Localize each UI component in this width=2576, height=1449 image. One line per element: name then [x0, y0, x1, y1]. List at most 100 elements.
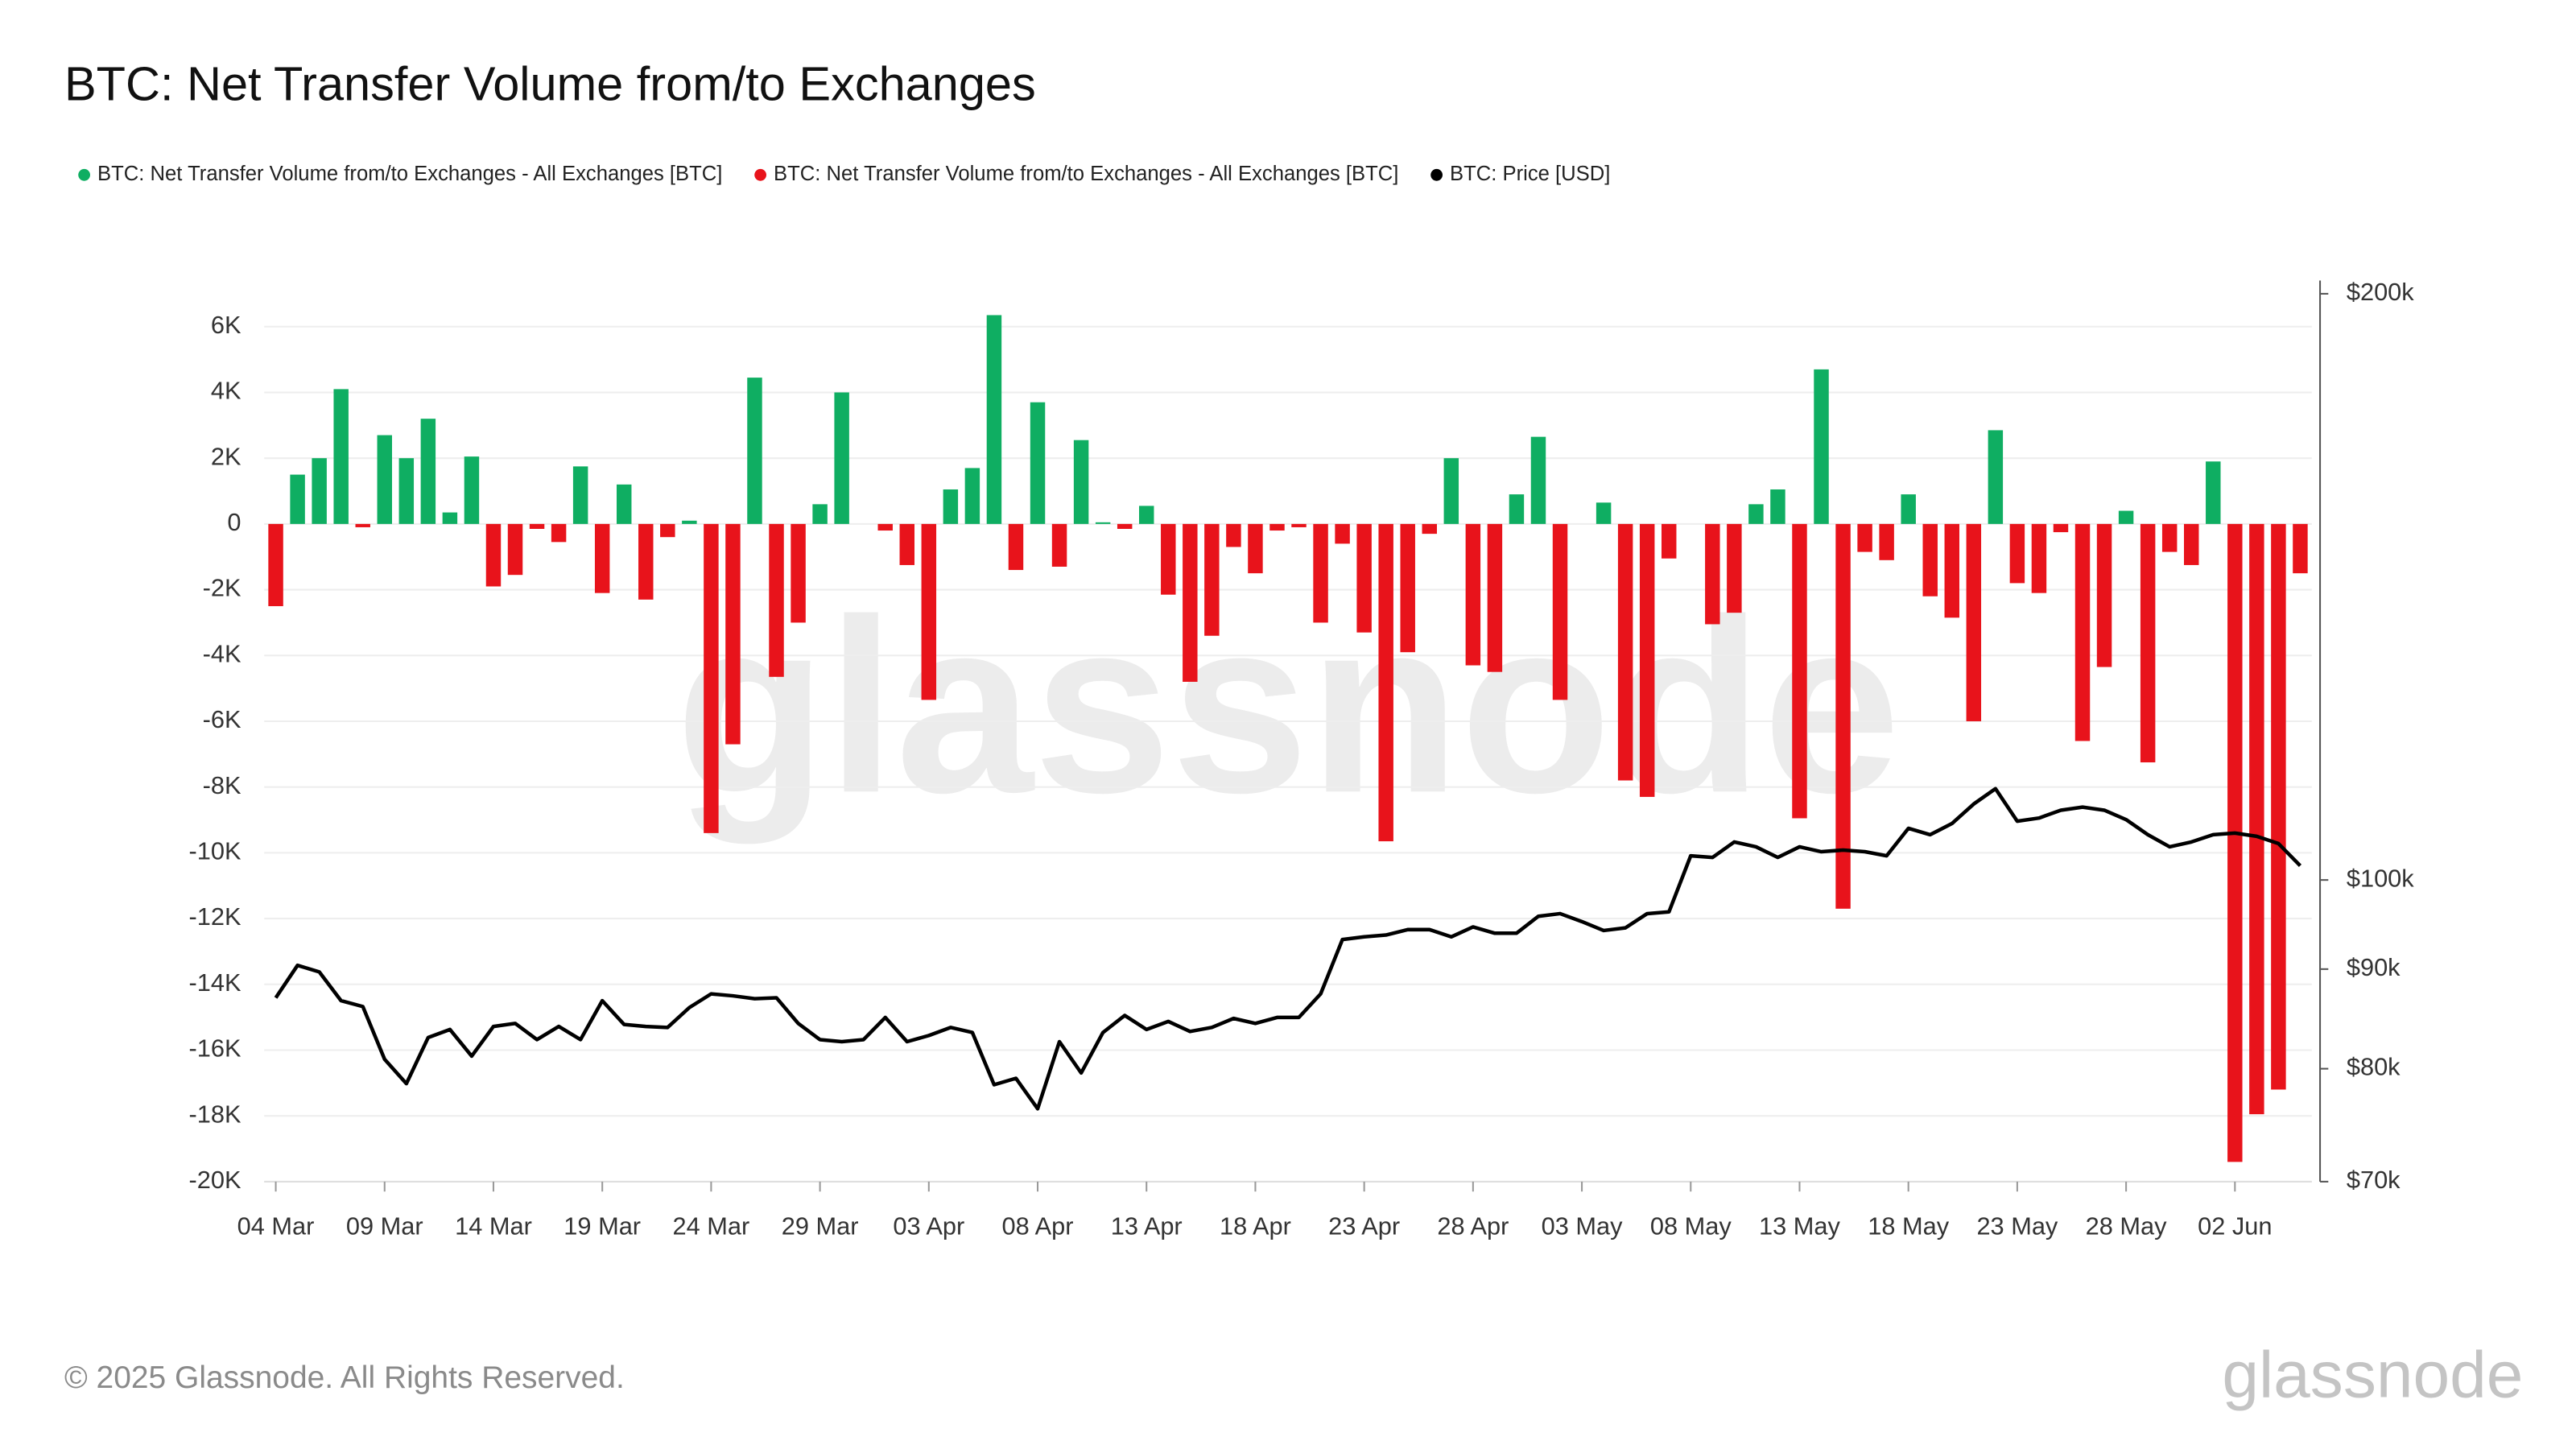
- bar: [355, 523, 370, 527]
- bar: [899, 523, 915, 565]
- y-tick-label: -20K: [188, 1166, 241, 1194]
- x-tick-label: 09 Mar: [346, 1212, 423, 1240]
- bar: [1530, 436, 1546, 524]
- bar: [1248, 523, 1263, 574]
- legend-label: BTC: Net Transfer Volume from/to Exchang…: [97, 163, 722, 185]
- bar: [1291, 523, 1307, 527]
- chart-title: BTC: Net Transfer Volume from/to Exchang…: [64, 56, 1036, 110]
- y-tick-label: 0: [227, 508, 241, 536]
- bar: [2293, 523, 2308, 574]
- y-tick-label: -14K: [188, 968, 241, 997]
- bar: [1400, 523, 1415, 653]
- y2-tick-label: $200k: [2347, 278, 2414, 306]
- bar: [1727, 523, 1742, 613]
- bar: [704, 523, 719, 833]
- y-tick-label: -12K: [188, 902, 241, 931]
- bar: [834, 392, 849, 524]
- bar: [1617, 523, 1633, 781]
- bar: [1748, 504, 1764, 524]
- y-tick-label: -2K: [203, 574, 242, 602]
- x-tick-label: 23 Apr: [1328, 1212, 1400, 1240]
- price-line: [274, 786, 2302, 1111]
- bar: [2074, 523, 2091, 741]
- x-tick-label: 18 Apr: [1220, 1212, 1291, 1240]
- x-tick-label: 29 Mar: [782, 1212, 859, 1240]
- x-tick-label: 08 May: [1650, 1212, 1732, 1240]
- bar: [1138, 506, 1154, 524]
- bar: [1770, 489, 1785, 524]
- bar: [485, 523, 502, 587]
- bar: [2031, 523, 2047, 593]
- bar: [660, 523, 675, 538]
- bar: [1422, 523, 1438, 535]
- bar: [1313, 523, 1328, 623]
- bar: [2161, 523, 2178, 552]
- bar: [572, 466, 588, 524]
- bar: [1073, 440, 1089, 524]
- bar: [268, 523, 283, 606]
- bar: [333, 389, 349, 524]
- bar: [1792, 523, 1807, 819]
- bar: [1008, 523, 1024, 571]
- y-tick-label: -8K: [203, 771, 242, 799]
- copyright: © 2025 Glassnode. All Rights Reserved.: [64, 1360, 625, 1395]
- legend-label: BTC: Price [USD]: [1450, 163, 1610, 185]
- legend-marker: [1430, 168, 1443, 181]
- bar: [1226, 523, 1241, 547]
- y2-tick-label: $90k: [2347, 953, 2401, 981]
- bar: [2140, 523, 2156, 763]
- brand-logo: glassnode: [2222, 1339, 2523, 1412]
- x-tick-label: 02 Jun: [2198, 1212, 2272, 1240]
- bar: [1161, 523, 1176, 595]
- bar: [1922, 523, 1938, 597]
- y-tick-label: 2K: [211, 442, 242, 470]
- bar: [1095, 522, 1111, 524]
- bar: [682, 520, 697, 524]
- bar: [1443, 458, 1459, 524]
- bar: [1378, 523, 1393, 842]
- bar: [1835, 523, 1851, 909]
- x-tick-label: 03 Apr: [893, 1212, 964, 1240]
- bar: [1944, 523, 1960, 618]
- y2-tick-label: $80k: [2347, 1053, 2401, 1081]
- bar: [2183, 523, 2199, 565]
- bar: [1051, 523, 1067, 567]
- x-tick-label: 03 May: [1542, 1212, 1623, 1240]
- bar: [377, 435, 393, 524]
- bar: [638, 523, 654, 600]
- bar: [943, 489, 959, 524]
- x-tick-label: 13 Apr: [1111, 1212, 1183, 1240]
- bar: [1661, 523, 1677, 559]
- y-tick-label: -18K: [188, 1100, 241, 1128]
- y-tick-label: 6K: [211, 311, 242, 339]
- bar: [2206, 461, 2221, 524]
- bar: [769, 523, 784, 677]
- bar: [1117, 523, 1133, 530]
- bar: [1356, 523, 1372, 633]
- bar: [1269, 523, 1285, 531]
- bar: [442, 512, 458, 524]
- bar: [877, 523, 893, 531]
- y2-tick-label: $100k: [2347, 864, 2414, 892]
- bar: [1705, 523, 1720, 625]
- bar: [2118, 510, 2134, 524]
- bar: [551, 523, 567, 543]
- legend-label: BTC: Net Transfer Volume from/to Exchang…: [774, 163, 1398, 185]
- bar: [1487, 523, 1503, 672]
- bar: [1596, 502, 1612, 524]
- bar: [1552, 523, 1568, 700]
- bar: [420, 419, 436, 524]
- bar: [1204, 523, 1220, 636]
- x-tick-label: 08 Apr: [1002, 1212, 1074, 1240]
- bar: [1814, 369, 1829, 524]
- bar: [529, 523, 545, 530]
- bar: [1639, 523, 1655, 797]
- x-tick-label: 14 Mar: [455, 1212, 532, 1240]
- bar: [290, 474, 305, 524]
- y-tick-label: -10K: [188, 837, 241, 865]
- x-tick-label: 04 Mar: [237, 1212, 315, 1240]
- bar: [616, 484, 632, 524]
- x-tick-label: 18 May: [1868, 1212, 1949, 1240]
- bar: [791, 523, 806, 623]
